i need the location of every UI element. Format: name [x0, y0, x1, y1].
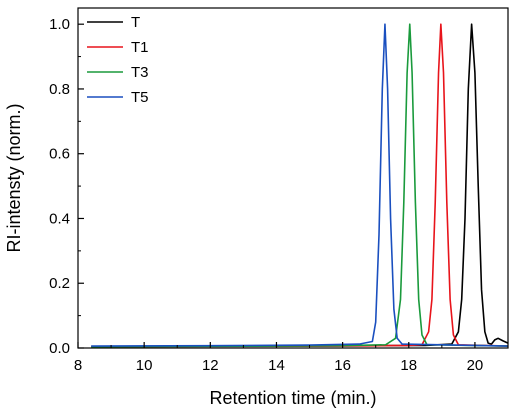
y-tick-label: 1.0: [49, 16, 70, 33]
x-tick-label: 18: [400, 357, 417, 374]
legend: T T1 T3 T5: [87, 14, 149, 106]
y-tick-label: 0.8: [49, 81, 70, 98]
series-line-t5: [91, 23, 509, 347]
y-axis-label: RI-intensty (norm.): [4, 103, 24, 252]
plot-frame: [77, 7, 509, 349]
y-tick-label: 0.0: [49, 340, 70, 357]
x-tick-label: 16: [334, 357, 351, 374]
legend-label-t: T: [131, 14, 140, 31]
x-tick-label: 10: [136, 357, 153, 374]
series-line-t3: [91, 23, 509, 348]
y-tick-label: 0.4: [49, 210, 70, 227]
x-tick-label: 12: [202, 357, 219, 374]
x-tick-label: 8: [74, 357, 82, 374]
x-tick-label: 20: [467, 357, 484, 374]
y-axis: 0.0 0.2 0.4 0.6 0.8 1.0: [49, 16, 84, 357]
legend-label-t1: T1: [131, 39, 149, 56]
y-tick-label: 0.2: [49, 275, 70, 292]
series-line-t1: [91, 23, 509, 348]
y-tick-label: 0.6: [49, 146, 70, 163]
x-axis: 8 10 12 14 16 18 20: [74, 342, 483, 374]
legend-label-t3: T3: [131, 64, 149, 81]
plot-series: [91, 23, 509, 348]
legend-label-t5: T5: [131, 89, 149, 106]
series-line-t: [91, 23, 509, 348]
x-tick-label: 14: [268, 357, 285, 374]
x-axis-label: Retention time (min.): [209, 388, 376, 408]
